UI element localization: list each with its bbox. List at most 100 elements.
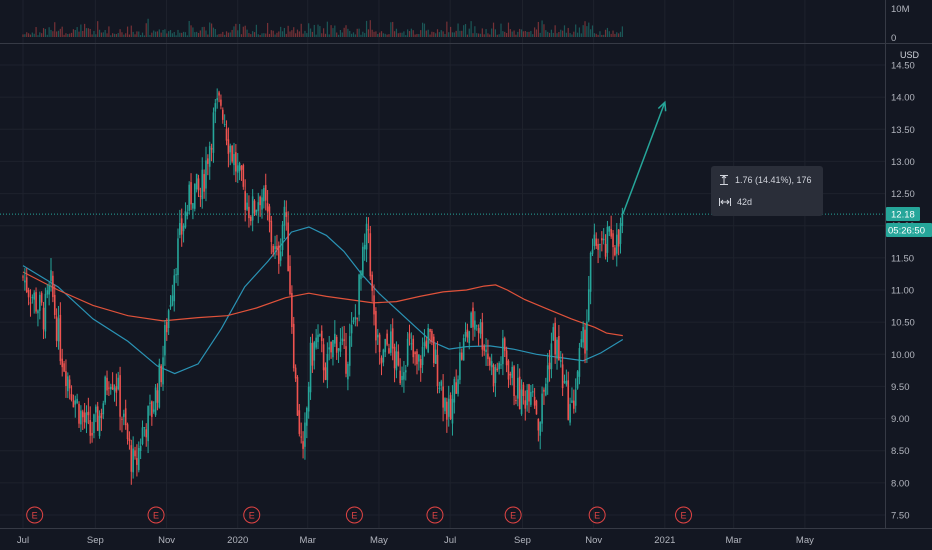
volume-bar <box>225 31 228 37</box>
earnings-marker[interactable]: E <box>588 506 606 524</box>
candle <box>205 146 207 202</box>
volume-bar <box>341 32 343 37</box>
candle <box>91 421 93 443</box>
candle <box>307 381 310 419</box>
candle <box>425 336 428 350</box>
candle <box>315 329 317 350</box>
candle <box>61 348 64 377</box>
volume-bar <box>339 29 342 37</box>
volume-bar <box>151 32 153 37</box>
time-axis[interactable]: Jul Sep Nov 2020 Mar May Jul Sep Nov 2021 Mar May <box>17 535 814 546</box>
volume-bar <box>382 33 384 37</box>
earnings-marker[interactable]: E <box>504 506 522 524</box>
volume-bar <box>491 28 493 37</box>
candle <box>455 369 457 394</box>
volume-bar <box>57 30 60 37</box>
candle <box>362 242 364 278</box>
volume-bar <box>222 31 224 37</box>
volume-bar <box>160 32 162 37</box>
earnings-marker[interactable]: E <box>26 506 44 524</box>
candle <box>184 202 187 229</box>
candle <box>319 333 321 337</box>
candle <box>599 243 601 258</box>
candle <box>545 377 547 397</box>
candle <box>177 228 179 286</box>
earnings-marker[interactable]: E <box>675 506 693 524</box>
candle <box>382 348 385 367</box>
price-axis[interactable]: 14.5014.0013.5013.0012.5012.0011.5011.00… <box>891 61 915 522</box>
volume-bar <box>177 29 179 37</box>
candle <box>42 301 45 340</box>
candle <box>31 294 34 304</box>
candle <box>236 153 239 183</box>
volume-bar <box>537 21 539 37</box>
candle <box>345 332 347 378</box>
candle <box>39 291 41 320</box>
projection-arrow[interactable] <box>622 100 667 215</box>
candle <box>384 338 387 358</box>
candle <box>511 361 514 386</box>
candle <box>391 318 394 361</box>
volume-bar <box>567 27 569 37</box>
candle <box>404 365 407 381</box>
earnings-marker[interactable]: E <box>147 506 165 524</box>
volume-bar <box>158 29 160 37</box>
candle <box>313 340 316 370</box>
volume-bar <box>296 29 299 37</box>
volume-bar <box>214 29 216 37</box>
volume-bar <box>224 34 226 37</box>
projection-line[interactable] <box>622 102 666 215</box>
volume-bar <box>238 23 241 37</box>
volume-bar <box>520 29 523 37</box>
last-price-badge: 12.18 05:26:50 <box>886 207 932 237</box>
volume-bar <box>291 30 293 37</box>
price-tick-label: 13.50 <box>891 125 915 136</box>
candle <box>193 183 196 212</box>
candle <box>25 267 28 294</box>
volume-bar <box>506 32 508 37</box>
volume-bar <box>418 33 420 37</box>
candle <box>621 207 624 234</box>
volume-bar <box>435 33 437 37</box>
price-tick-label: 8.00 <box>891 478 910 489</box>
currency-label: USD <box>900 50 920 60</box>
svg-text:E: E <box>32 511 38 521</box>
time-tick-label: Nov <box>158 535 175 546</box>
volume-bar <box>336 32 338 37</box>
volume-bar <box>604 29 607 37</box>
earnings-marker[interactable]: E <box>426 506 444 524</box>
candle <box>151 400 153 426</box>
volume-bar <box>410 28 412 37</box>
candle <box>240 165 243 181</box>
candle <box>328 335 331 361</box>
candle <box>518 368 521 410</box>
volume-bar <box>614 33 616 37</box>
candle <box>70 385 73 402</box>
candle <box>348 323 351 377</box>
candle <box>522 382 525 405</box>
earnings-marker[interactable]: E <box>345 506 363 524</box>
price-tick-label: 7.50 <box>891 511 910 522</box>
candle <box>479 318 482 339</box>
price-tick-label: 9.50 <box>891 382 910 393</box>
candle <box>279 238 282 267</box>
candle <box>434 344 437 364</box>
candle <box>515 395 517 405</box>
candle <box>27 287 30 306</box>
volume-bar <box>597 34 599 37</box>
volume-bar <box>182 31 185 37</box>
volume-bar <box>603 34 605 37</box>
volume-bar <box>289 31 291 37</box>
candle <box>576 370 579 390</box>
candle <box>238 161 241 181</box>
volume-bar <box>584 21 586 37</box>
volume-bar <box>388 34 390 37</box>
earnings-marker[interactable]: E <box>243 506 261 524</box>
price-tick-label: 8.50 <box>891 446 910 457</box>
candle <box>197 174 200 197</box>
volume-bar <box>548 32 551 37</box>
candle <box>507 359 510 388</box>
volume-bar <box>547 31 549 37</box>
